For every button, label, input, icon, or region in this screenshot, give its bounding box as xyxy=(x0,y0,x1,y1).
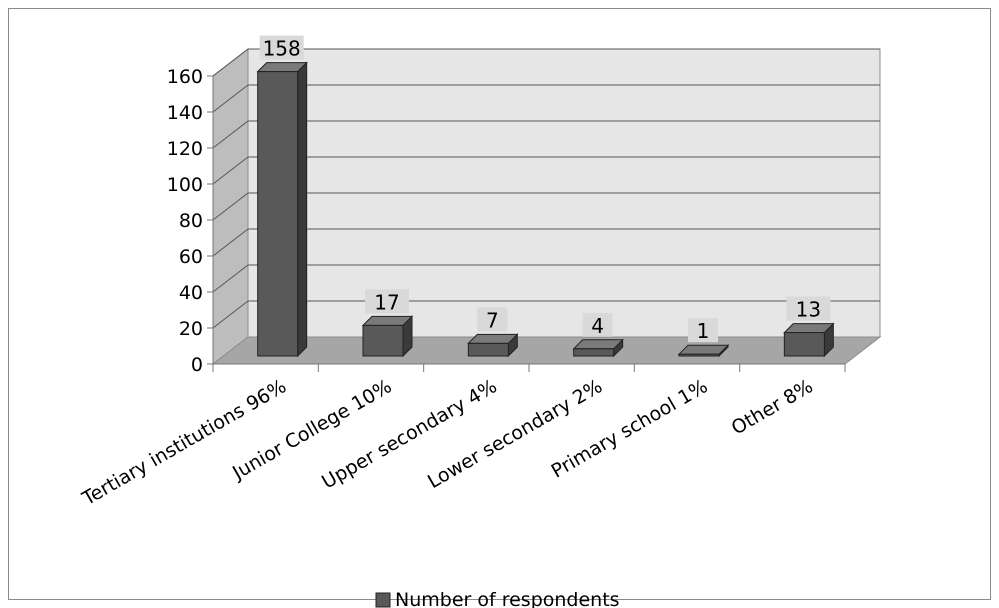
gridlines xyxy=(212,48,880,329)
bar-top xyxy=(677,344,730,355)
gridline-side xyxy=(212,300,249,329)
bar xyxy=(467,333,519,358)
legend-label: Number of respondents xyxy=(395,589,620,608)
gridline-side xyxy=(212,84,249,113)
y-tick-label: 140 xyxy=(167,102,203,124)
gridline-side xyxy=(212,192,249,221)
data-labels: 158 17 7 4 1 13 xyxy=(259,35,831,343)
bar-front xyxy=(573,348,615,357)
bar-front xyxy=(257,71,299,357)
data-label-box xyxy=(688,318,718,343)
gridline-side xyxy=(212,120,249,149)
bar-front xyxy=(783,332,825,357)
data-label: 17 xyxy=(374,290,399,314)
y-tick-label: 40 xyxy=(179,282,203,304)
y-tick-label: 100 xyxy=(167,174,203,196)
bar xyxy=(256,61,308,358)
gridline-side xyxy=(212,228,249,257)
y-tick-label: 80 xyxy=(179,210,203,232)
y-tick-label: 60 xyxy=(179,246,203,268)
legend: Number of respondents xyxy=(375,589,620,608)
data-label: 4 xyxy=(591,314,604,338)
data-label: 13 xyxy=(796,298,821,322)
data-label-box xyxy=(477,307,508,332)
bar-top xyxy=(361,315,414,326)
x-tick-label: Tertiary institutions 96% xyxy=(78,375,290,510)
bar-side xyxy=(297,61,308,358)
legend-swatch xyxy=(375,592,391,608)
gridline-side xyxy=(212,264,249,293)
bar-top xyxy=(783,323,835,334)
x-tick-label: Upper secondary 4% xyxy=(318,375,501,493)
bar-front xyxy=(362,324,404,357)
y-axis: 0 20 40 60 80 100 120 140 160 xyxy=(167,66,214,376)
bar-top xyxy=(256,62,308,73)
gridline-side xyxy=(212,48,249,77)
bar-front xyxy=(678,353,720,357)
data-label: 158 xyxy=(263,37,301,61)
y-tick-label: 120 xyxy=(167,138,203,160)
bar xyxy=(361,315,414,358)
data-label-box xyxy=(259,35,304,60)
gridline-side xyxy=(212,156,249,185)
data-label: 1 xyxy=(697,319,710,343)
bars xyxy=(256,61,835,358)
bar xyxy=(677,343,730,358)
data-label-box xyxy=(365,289,409,314)
x-axis: Tertiary institutions 96%Junior College … xyxy=(78,363,846,511)
bar xyxy=(572,338,624,358)
bar-top xyxy=(467,333,519,344)
data-label-box xyxy=(786,296,831,321)
y-tick-label: 20 xyxy=(179,318,203,340)
bar-top xyxy=(572,339,624,350)
data-label: 7 xyxy=(486,308,499,332)
y-tick-label: 160 xyxy=(167,66,203,88)
data-label-box xyxy=(582,312,613,337)
chart-walls xyxy=(211,47,882,366)
floor xyxy=(211,336,882,365)
bar-front xyxy=(467,342,509,357)
x-tick-label: Other 8% xyxy=(728,375,817,439)
x-tick-label: Lower secondary 2% xyxy=(424,375,606,493)
y-tick-label: 0 xyxy=(191,354,203,376)
bar xyxy=(783,322,835,358)
